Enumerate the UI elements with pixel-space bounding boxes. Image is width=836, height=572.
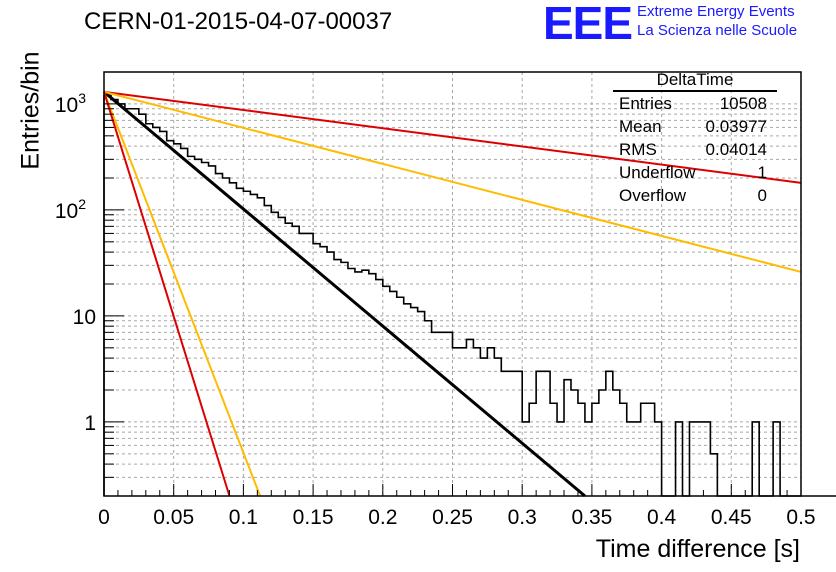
- stats-row: Overflow 0: [610, 184, 777, 207]
- x-tick-label: 0.3: [508, 506, 537, 529]
- x-tick-label: 0.45: [711, 506, 752, 529]
- stats-box: DeltaTime Entries 10508 Mean 0.03977 RMS 0.…: [610, 70, 777, 207]
- y-tick-label: 10: [73, 306, 96, 329]
- y-axis-label: Entries/bin: [16, 51, 45, 170]
- stats-label: Overflow: [619, 186, 687, 205]
- chart-title: CERN-01-2015-04-07-00037: [84, 8, 393, 35]
- y-tick-label: 1: [84, 412, 96, 435]
- stats-value: 0.03977: [705, 117, 767, 136]
- x-tick-label: 0.2: [368, 506, 397, 529]
- stats-label: Underflow: [619, 163, 696, 182]
- y-tick-label: 102: [55, 196, 86, 223]
- logo-caption-line2: La Scienza nelle Scuole: [637, 22, 798, 39]
- stats-value: 0: [757, 186, 767, 205]
- fit-line: [103, 90, 802, 184]
- fit-lines: [103, 90, 802, 498]
- stats-title: DeltaTime: [613, 70, 777, 92]
- stats-row: Entries 10508: [610, 92, 777, 115]
- fit-line: [103, 90, 586, 498]
- logo-caption-line1: Extreme Energy Events: [637, 3, 795, 20]
- stats-label: Mean: [619, 117, 662, 136]
- stats-value: 0.04014: [705, 140, 767, 159]
- x-tick-label: 0: [98, 506, 110, 529]
- stats-row: Underflow 1: [610, 161, 777, 184]
- fit-line: [103, 91, 262, 497]
- x-tick-label: 0.4: [647, 506, 677, 529]
- y-tick-label: 103: [55, 90, 86, 117]
- logo-caption: Extreme Energy Events La Scienza nelle S…: [637, 2, 797, 40]
- x-tick-label: 0.05: [153, 506, 194, 529]
- x-axis-label: Time difference [s]: [595, 535, 800, 563]
- fit-line: [103, 90, 802, 273]
- stats-value: 1: [757, 163, 767, 182]
- stats-label: Entries: [619, 94, 672, 113]
- histogram-bars: [103, 94, 836, 497]
- x-tick-label: 0.5: [786, 506, 815, 529]
- x-tick-label: 0.25: [432, 506, 473, 529]
- stats-value: 10508: [719, 94, 767, 113]
- stats-row: Mean 0.03977: [610, 115, 777, 138]
- x-tick-label: 0.35: [571, 506, 612, 529]
- x-tick-label: 0.1: [229, 506, 258, 529]
- fit-line: [103, 91, 231, 497]
- x-axis-ticks: 0 0.05 0.1 0.15 0.2 0.25 0.3 0.35 0.4 0.45 0.5: [98, 484, 816, 529]
- x-tick-label: 0.15: [293, 506, 334, 529]
- y-axis-ticks: 1 10 102 103: [55, 90, 124, 478]
- histogram-outline: [103, 94, 836, 497]
- stats-label: RMS: [619, 140, 657, 159]
- stats-row: RMS 0.04014: [610, 138, 777, 161]
- eee-logo: EEE: [543, 0, 633, 49]
- grid-lines: [104, 72, 801, 496]
